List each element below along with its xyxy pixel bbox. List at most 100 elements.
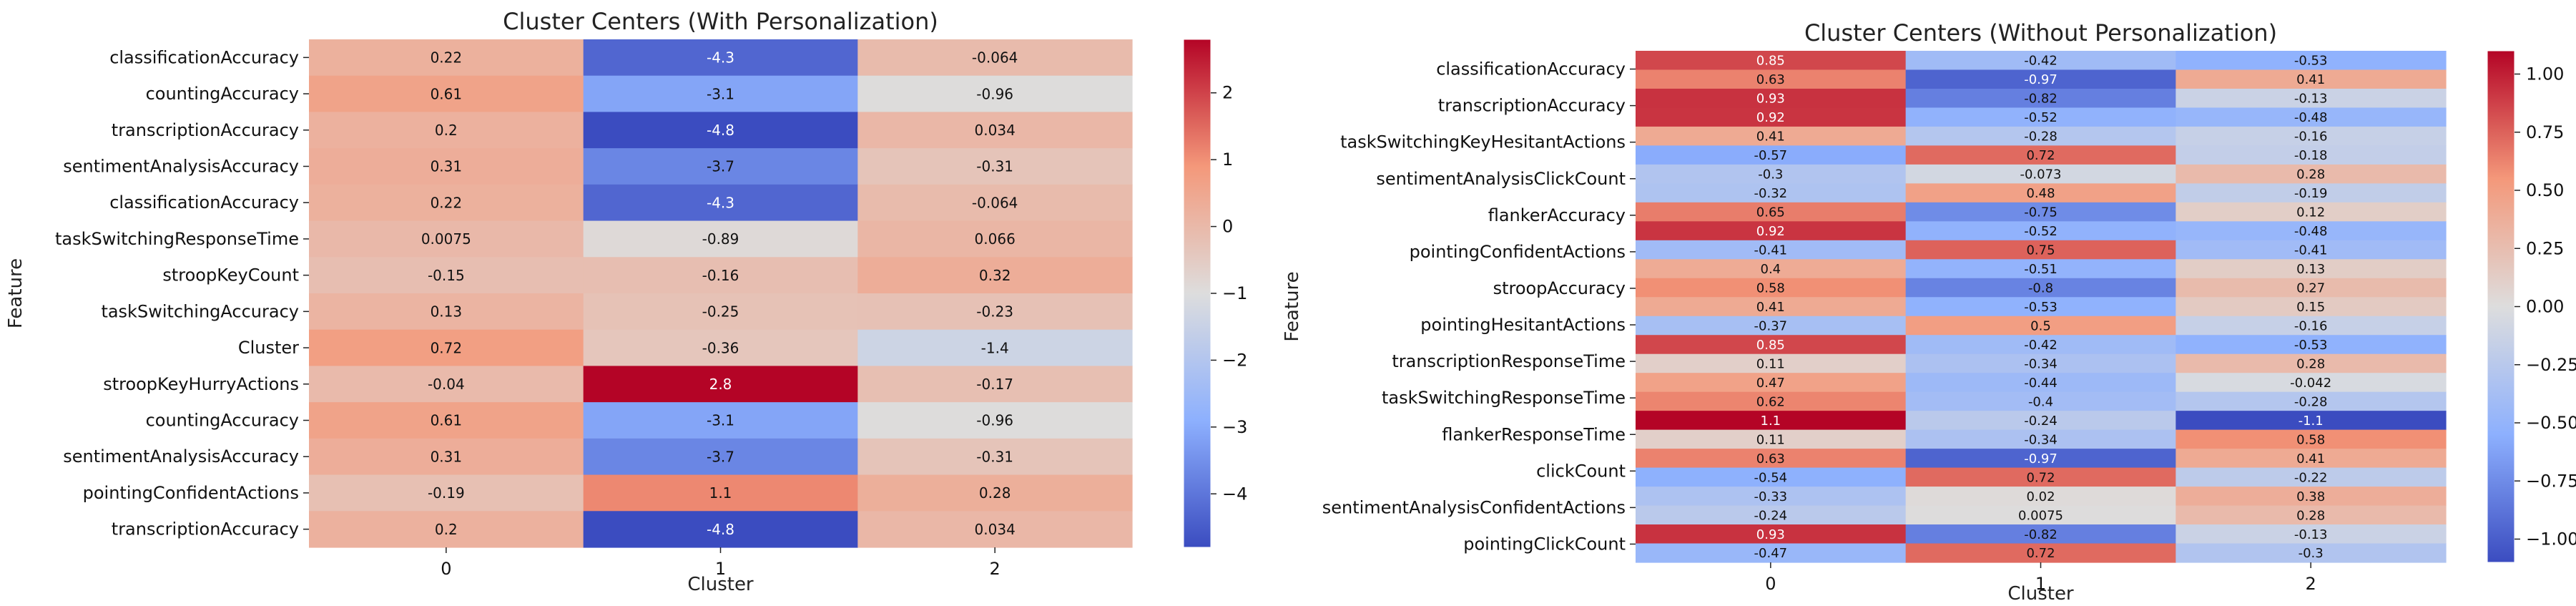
heatmap-cell — [1905, 467, 2176, 487]
cell-value-label: 0.28 — [2296, 508, 2325, 523]
heatmap-cell — [2176, 373, 2447, 393]
cell-value-label: 0.61 — [431, 412, 463, 429]
heatmap-cell — [2176, 278, 2447, 298]
cell-value-label: -0.15 — [428, 267, 465, 284]
heatmap-cell — [1905, 391, 2176, 411]
heatmap-cell — [1905, 543, 2176, 563]
colorbar: 2 1 0 −1 −2 −3 −4 — [1183, 39, 1247, 548]
cell-value-label: -0.41 — [1754, 243, 1788, 258]
heatmap-cell — [1905, 240, 2176, 260]
cell-value-label: -0.44 — [2024, 376, 2058, 391]
cell-value-label: -0.97 — [2024, 451, 2058, 466]
colorbar-tick-label: −1.00 — [2526, 529, 2576, 549]
cell-value-label: 0.72 — [2026, 470, 2055, 485]
cell-value-label: -0.97 — [2024, 72, 2058, 87]
chart-title: Cluster Centers (Without Personalization… — [1804, 19, 2277, 47]
heatmap-cell — [1905, 297, 2176, 317]
cell-value-label: 0.58 — [1756, 280, 1785, 295]
heatmap-cell — [309, 184, 584, 222]
y-tick-label: classificationAccuracy — [109, 47, 299, 67]
cell-value-label: 0.4 — [1761, 262, 1781, 277]
cell-value-label: -4.3 — [707, 194, 734, 211]
y-tick-label: countingAccuracy — [146, 411, 299, 431]
colorbar-tick-label: −2 — [1222, 350, 1247, 370]
colorbar-tick-label: 1 — [1222, 150, 1233, 170]
heatmap-cell — [1636, 543, 1907, 563]
cell-value-label: -0.42 — [2024, 338, 2058, 353]
cell-value-label: 0.75 — [2026, 243, 2055, 258]
heatmap-cell — [1636, 107, 1907, 127]
cell-value-label: -4.3 — [707, 49, 734, 67]
cell-value-label: 0.0075 — [2018, 508, 2063, 523]
cell-value-label: -0.33 — [1754, 489, 1788, 504]
cell-value-label: -0.064 — [972, 49, 1018, 67]
colorbar-tick-label: −0.25 — [2526, 355, 2576, 375]
heatmap-cell — [1636, 373, 1907, 393]
cell-value-label: -0.57 — [1754, 148, 1788, 163]
y-tick-label: stroopAccuracy — [1493, 278, 1626, 298]
heatmap-cell — [1636, 221, 1907, 241]
cell-value-label: -0.3 — [1758, 167, 1783, 182]
cell-value-label: 0.2 — [435, 521, 458, 538]
cell-value-label: -0.53 — [2294, 54, 2328, 69]
heatmap-cell — [1636, 126, 1907, 147]
cell-value-label: -1.4 — [981, 339, 1009, 356]
heatmap-cell — [2176, 391, 2447, 411]
heatmap-cell — [2176, 259, 2447, 279]
cell-value-label: -3.1 — [707, 412, 734, 429]
y-tick-label: taskSwitchingKeyHesitantActions — [1340, 132, 1626, 152]
cell-value-label: 0.72 — [431, 339, 463, 356]
heatmap-cell — [1636, 145, 1907, 165]
cell-value-label: -0.41 — [2294, 243, 2328, 258]
cell-value-label: 2.8 — [709, 376, 732, 393]
y-tick-label: transcriptionResponseTime — [1392, 351, 1626, 371]
cell-value-label: -0.48 — [2294, 224, 2328, 239]
heatmap-cell — [1636, 391, 1907, 411]
heatmap-cell — [1905, 524, 2176, 544]
cell-value-label: 0.93 — [1756, 92, 1785, 107]
heatmap-cell — [309, 474, 584, 512]
heatmap-cell — [2176, 107, 2447, 127]
colorbar-gradient — [1183, 39, 1211, 548]
heatmap-cell — [2176, 126, 2447, 147]
cell-value-label: 0.38 — [2296, 489, 2325, 504]
heatmap-cell — [2176, 449, 2447, 469]
x-tick-label: 0 — [1765, 574, 1776, 594]
cell-value-label: 0.22 — [431, 49, 463, 67]
cell-value-label: -3.7 — [707, 448, 734, 465]
y-tick-label: pointingConfidentActions — [83, 483, 299, 503]
cell-value-label: -0.31 — [976, 158, 1013, 175]
cell-value-label: -0.34 — [2024, 432, 2058, 447]
heatmap-cell — [1905, 449, 2176, 469]
heatmap-cell — [309, 75, 584, 113]
colorbar-tick-label: 0.75 — [2526, 122, 2564, 142]
x-axis-label: Cluster — [687, 574, 754, 595]
cell-value-label: 0.41 — [1756, 300, 1785, 315]
heatmap-cell — [583, 293, 858, 331]
heatmap-cell — [2176, 202, 2447, 222]
heatmap-cell — [309, 329, 584, 367]
y-tick-label: transcriptionAccuracy — [112, 120, 299, 140]
cell-value-label: -0.31 — [976, 448, 1013, 465]
heatmap-cell — [1905, 107, 2176, 127]
cell-value-label: -0.24 — [1754, 508, 1788, 523]
heatmap-cell — [1636, 88, 1907, 109]
cell-value-label: -0.36 — [702, 339, 739, 356]
cell-value-label: 0.61 — [431, 85, 463, 102]
heatmap-cell — [857, 511, 1133, 548]
y-tick-label: flankerAccuracy — [1488, 205, 1626, 225]
y-tick-label: stroopKeyCount — [162, 265, 299, 285]
cell-value-label: -1.1 — [2299, 414, 2324, 429]
cell-value-label: -0.16 — [2294, 129, 2328, 145]
heatmap-cell — [1905, 51, 2176, 71]
cell-value-label: -0.24 — [2024, 414, 2058, 429]
colorbar-tick-label: 2 — [1222, 83, 1233, 103]
x-tick-labels: 0 1 2 — [1765, 562, 2316, 594]
heatmap-cell — [1905, 221, 2176, 241]
cell-value-label: -0.17 — [976, 376, 1013, 393]
cell-value-label: 0.63 — [1756, 72, 1785, 87]
heatmap-cell — [583, 39, 858, 77]
heatmap-cell — [1636, 335, 1907, 355]
heatmap-cell — [1636, 524, 1907, 544]
cell-value-label: -0.16 — [2294, 318, 2328, 333]
